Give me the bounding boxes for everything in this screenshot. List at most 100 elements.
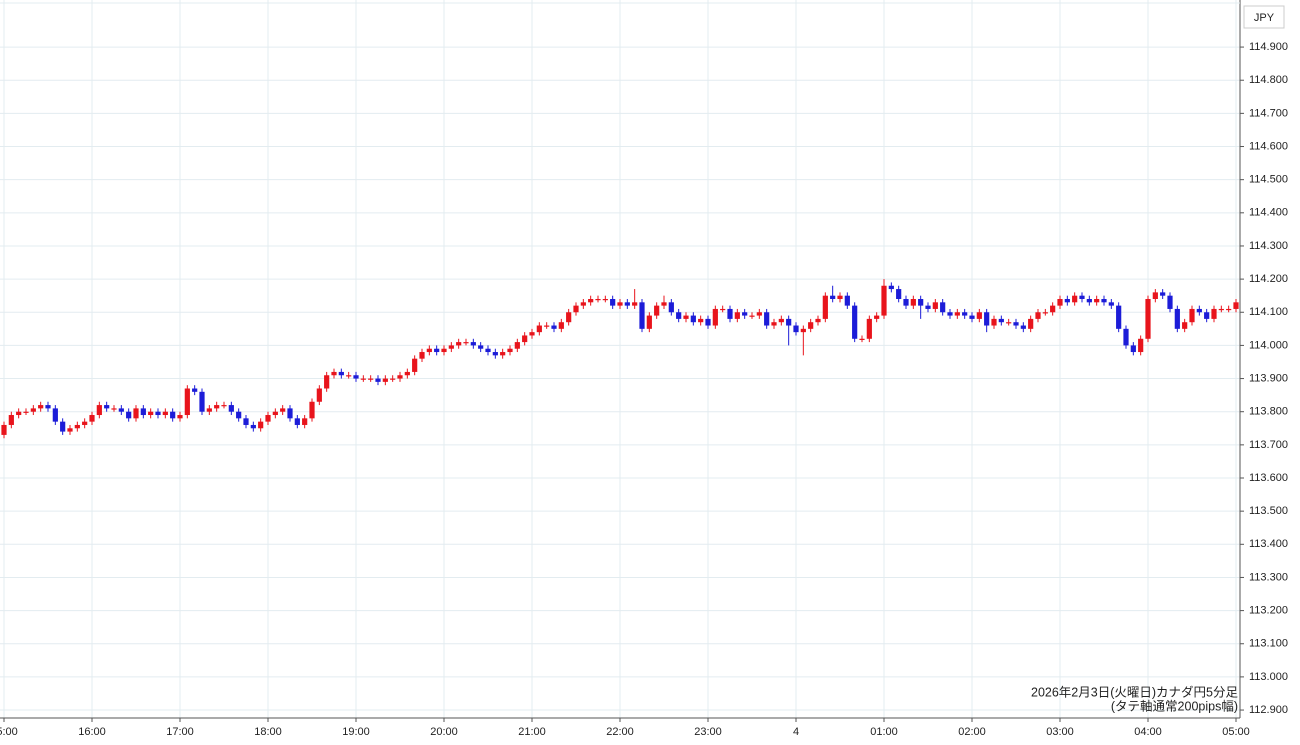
x-tick-label: 23:00 (694, 726, 722, 738)
x-tick-label: 16:00 (78, 726, 106, 738)
candle-body (632, 302, 638, 306)
candle-body (866, 318, 872, 339)
candle-body (595, 299, 601, 301)
candle-body (771, 322, 777, 326)
candle-body (192, 388, 198, 392)
candle-body (1130, 345, 1136, 353)
candle-body (177, 415, 183, 419)
candle-body (844, 295, 850, 306)
candle-body (610, 299, 616, 306)
candle-body (463, 342, 469, 344)
candle-body (815, 318, 821, 323)
candle-body (1160, 292, 1166, 296)
candle-body (353, 375, 359, 379)
candle-body (800, 328, 806, 333)
y-tick-label: 113.600 (1249, 472, 1288, 484)
candle-body (573, 305, 579, 313)
candle-body (874, 315, 880, 319)
candle-body (1006, 322, 1012, 324)
candle-body (309, 401, 315, 419)
y-tick-label: 113.400 (1249, 538, 1288, 550)
candle-body (16, 411, 22, 416)
candle-body (1108, 302, 1114, 306)
candle-body (390, 378, 396, 380)
y-tick-label: 112.900 (1249, 704, 1288, 716)
candle-body (324, 375, 330, 389)
y-tick-label: 113.800 (1249, 406, 1288, 418)
candle-body (338, 371, 344, 376)
candle-body (1152, 292, 1158, 300)
y-tick-label: 113.000 (1249, 671, 1288, 683)
x-tick-label: 17:00 (166, 726, 194, 738)
candle-body (162, 411, 168, 416)
y-tick-label: 113.200 (1249, 605, 1288, 617)
candle-body (140, 408, 146, 416)
candle-body (910, 299, 916, 306)
candle-body (852, 305, 858, 339)
candle-body (830, 295, 836, 300)
candle-body (111, 408, 117, 410)
candle-body (221, 405, 227, 407)
candle-body (720, 308, 726, 311)
y-tick-label: 114.800 (1249, 74, 1288, 86)
candle-body (360, 378, 366, 380)
candle-body (837, 295, 843, 300)
candle-body (89, 415, 95, 422)
annotation: (タテ軸通常200pips幅) (1111, 698, 1238, 713)
candle-body (148, 411, 154, 416)
candle-body (287, 408, 293, 419)
candle-body (580, 302, 586, 306)
candle-body (918, 299, 924, 306)
candle-body (1035, 312, 1041, 319)
candle-body (82, 421, 88, 425)
candle-body (346, 375, 352, 377)
candle-body (1123, 328, 1129, 346)
candle-body (1233, 302, 1239, 309)
currency-label: JPY (1254, 12, 1275, 24)
candle-body (925, 305, 931, 309)
x-tick-label: 01:00 (870, 726, 898, 738)
y-tick-label: 114.900 (1249, 41, 1288, 53)
candle-body (236, 411, 242, 419)
candle-body (588, 299, 594, 303)
y-tick-label: 114.200 (1249, 273, 1288, 285)
x-tick-label: 15:00 (0, 726, 18, 738)
candle-body (1050, 305, 1056, 313)
candle-body (441, 348, 447, 353)
candle-body (749, 315, 755, 317)
candle-body (23, 411, 29, 413)
candle-body (793, 325, 799, 333)
candle-body (419, 352, 425, 359)
candle-body (1094, 299, 1100, 303)
candle-body (822, 295, 828, 319)
candle-body (962, 312, 968, 316)
candle-body (756, 312, 762, 316)
candle-body (742, 312, 748, 316)
annotation: 2026年2月3日(火曜日)カナダ円5分足 (1031, 684, 1238, 699)
x-tick-label: 05:00 (1222, 726, 1250, 738)
candle-body (243, 418, 249, 425)
candle-body (1167, 295, 1173, 309)
candle-body (668, 302, 674, 313)
x-tick-label: 20:00 (430, 726, 458, 738)
candle-body (712, 308, 718, 326)
candle-body (1211, 308, 1217, 319)
candle-body (272, 411, 278, 416)
candle-body (683, 315, 689, 319)
candle-body (1057, 299, 1063, 306)
candle-body (1145, 299, 1151, 339)
candle-body (1196, 308, 1202, 313)
candle-body (485, 348, 491, 353)
y-tick-label: 113.900 (1249, 372, 1288, 384)
candle-body (903, 299, 909, 306)
candle-body (470, 342, 476, 346)
x-tick-label: 22:00 (606, 726, 634, 738)
candle-body (434, 348, 440, 353)
candle-body (294, 418, 300, 425)
candle-body (133, 408, 139, 419)
candle-body (676, 312, 682, 319)
candle-body (382, 378, 388, 382)
y-tick-label: 114.700 (1249, 107, 1288, 119)
candle-body (397, 375, 403, 379)
